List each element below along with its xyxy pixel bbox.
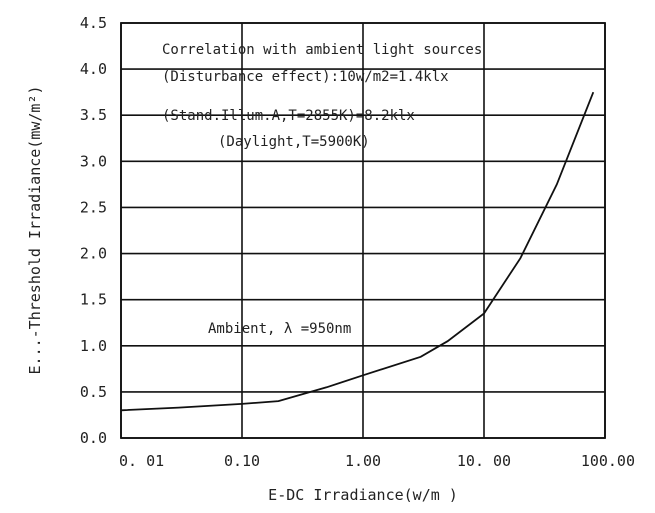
y-tick-label: 2.0 — [80, 245, 107, 263]
x-tick-label: 100.00 — [581, 452, 635, 470]
series-layer — [120, 91, 595, 412]
y-tick-label: 4.0 — [80, 60, 107, 78]
annotation-line-1: Correlation with ambient light sources — [162, 42, 482, 58]
annotation-line-4: (Daylight,T=5900K) — [218, 134, 370, 150]
y-axis-title: E...-Threshold Irradiance(mw/m²) — [26, 86, 44, 375]
y-tick-label: 0.0 — [80, 429, 107, 447]
x-tick-label: 0.10 — [224, 452, 260, 470]
y-tick-label: 4.5 — [80, 14, 107, 32]
y-tick-label: 1.0 — [80, 337, 107, 355]
series-line — [120, 91, 595, 412]
y-tick-label: 3.5 — [80, 106, 107, 124]
annotation-curve-label: Ambient, λ =950nm — [208, 321, 351, 337]
tick-labels: 0.0 0.5 1.0 1.5 2.0 2.5 3.0 3.5 4.0 4.5 0. 01 0.10 1… — [80, 14, 635, 470]
y-tick-label: 0.5 — [80, 383, 107, 401]
x-tick-label: 0. 01 — [119, 452, 164, 470]
annotation-line-3: (Stand.Illum.A,T=2855K)=8.2klx — [162, 108, 415, 124]
annotation-line-2: (Disturbance effect):10w/m2=1.4klx — [162, 69, 449, 85]
x-tick-label: 1.00 — [345, 452, 381, 470]
x-axis-title: E-DC Irradiance(w/m ) — [268, 486, 458, 504]
y-tick-label: 3.0 — [80, 152, 107, 170]
y-tick-label: 2.5 — [80, 198, 107, 216]
y-tick-label: 1.5 — [80, 291, 107, 309]
plot-frame — [120, 22, 606, 439]
x-tick-label: 10. 00 — [457, 452, 511, 470]
